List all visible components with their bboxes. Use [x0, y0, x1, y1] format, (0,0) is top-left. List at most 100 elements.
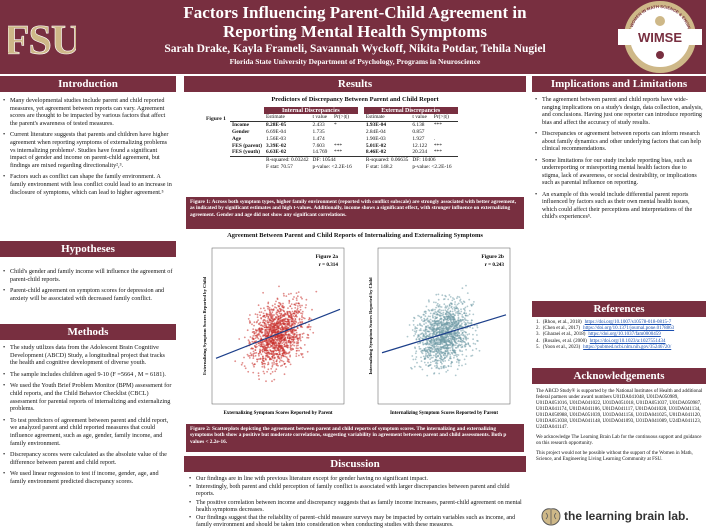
reference-citation: (Rosales, et al. (2000)	[542, 338, 587, 344]
scatter-point	[446, 322, 449, 324]
scatter-point	[295, 311, 298, 314]
reference-item: 5. (Yoon et al., 2023) https://pubmed.ncbi…	[536, 345, 706, 351]
scatter-point	[459, 344, 462, 347]
scatter-point	[436, 319, 439, 322]
scatter-point	[440, 331, 443, 333]
scatter-point	[453, 354, 456, 357]
scatter-point	[269, 328, 272, 331]
scatter-point	[271, 365, 274, 368]
scatter-point	[267, 307, 269, 310]
scatter-point	[459, 299, 461, 302]
scatter-point	[427, 356, 430, 359]
table-row: FES (parent) 3.39E-02 7.603 *** 5.01E-02 12.1…	[230, 142, 458, 149]
poster-title-line1: Factors Influencing Parent-Child Agreeme…	[183, 3, 527, 22]
scatter-point	[274, 336, 277, 339]
intro-bullet: Many developmental studies include paren…	[2, 97, 174, 127]
scatter-point	[264, 336, 267, 339]
reference-link[interactable]: https://doi.org/10.1371/journal.pone.017…	[583, 326, 675, 332]
reference-item: 4. (Rosales, et al. (2000) https://doi.org…	[536, 339, 706, 345]
scatter-point	[270, 340, 273, 343]
scatter-point	[426, 339, 429, 342]
scatter-point	[293, 342, 295, 344]
scatter-point	[258, 311, 261, 314]
scatter-point	[263, 319, 266, 321]
row-label: FES (parent)	[232, 142, 262, 149]
scatter-point	[428, 300, 430, 303]
scatter-point	[295, 345, 298, 347]
scatter-point	[439, 305, 441, 308]
scatter-point	[417, 314, 419, 317]
scatter-point	[291, 320, 293, 323]
scatter-point	[431, 330, 433, 332]
scatter-point	[297, 305, 299, 307]
scatter-point	[436, 325, 439, 327]
scatter-point	[476, 326, 479, 329]
figure-label: Figure 2a	[316, 254, 339, 260]
internal-estimate: 3.39E-02	[266, 142, 287, 149]
scatter-point	[252, 371, 255, 374]
scatter-point	[262, 312, 265, 315]
scatter-point	[436, 331, 439, 334]
regression-table-panel: Predictors of Discrepancy Between Parent…	[186, 94, 524, 200]
scatter-point	[460, 320, 462, 323]
scatter-point	[431, 341, 434, 344]
scatter-point	[430, 346, 432, 349]
reference-link[interactable]: https://doi.org/10.1037/fam0000459	[588, 332, 661, 338]
scatter-point	[265, 380, 267, 383]
scatter-point	[459, 318, 462, 321]
scatter-point	[277, 349, 280, 352]
scatter-point	[437, 327, 440, 329]
scatter-point	[457, 302, 460, 305]
ack-paragraph: We acknowledge The Learning Brain Lab fo…	[536, 435, 702, 446]
row-label: Income	[232, 121, 250, 128]
scatter-point	[286, 312, 289, 315]
reference-link[interactable]: https://doi.org/10.1023/a:1027551434	[589, 338, 666, 344]
scatter-point	[427, 315, 430, 318]
implication-bullet: The agreement between parent and child r…	[534, 97, 704, 127]
scatter-point	[295, 331, 298, 334]
scatter-point	[270, 308, 273, 311]
method-bullet: Discrepancy scores were calculated as th…	[2, 451, 174, 466]
scatter-point	[299, 308, 302, 311]
scatter-point	[435, 356, 438, 359]
scatter-point	[420, 316, 423, 318]
scatter-point	[442, 311, 445, 314]
scatter-point	[436, 304, 438, 307]
scatter-point	[468, 298, 471, 301]
scatter-point	[456, 303, 459, 306]
figure1-label: Figure 1	[206, 116, 226, 122]
scatter-point	[294, 329, 296, 332]
scatter-point	[460, 301, 463, 303]
row-label: Age	[232, 135, 241, 142]
scatter-point	[450, 342, 453, 345]
scatter-point	[295, 299, 298, 301]
scatter-point	[428, 346, 431, 349]
scatter-point	[445, 306, 448, 309]
scatter-point	[274, 329, 277, 331]
scatter-point	[274, 349, 276, 352]
scatter-point	[269, 349, 271, 351]
scatter-point	[266, 370, 268, 373]
scatter-point	[259, 357, 262, 360]
reference-link[interactable]: https://doi.org/10.1007/s10578-018-0815-…	[584, 320, 672, 325]
scatter-point	[257, 334, 259, 337]
scatter-point	[298, 302, 301, 305]
scatter-point	[274, 345, 277, 347]
scatter-point	[252, 352, 255, 355]
scatter-point	[454, 303, 456, 306]
scatter-point	[439, 322, 442, 324]
scatter-point	[418, 345, 421, 348]
scatter-point	[281, 342, 284, 345]
scatter-point	[265, 312, 268, 315]
scatter-point	[435, 293, 438, 296]
external-sig: .	[433, 135, 436, 142]
scatter-point	[286, 324, 289, 326]
scatter-point	[437, 341, 440, 343]
scatter-point	[460, 326, 463, 328]
scatter-point	[301, 316, 303, 318]
scatter-point	[430, 344, 433, 347]
scatter-point	[459, 298, 462, 301]
reference-link[interactable]: https://pubmed.ncbi.nlm.nih.gov/35246720…	[583, 344, 672, 350]
scatter-point	[274, 370, 277, 373]
scatter-point	[467, 337, 469, 340]
